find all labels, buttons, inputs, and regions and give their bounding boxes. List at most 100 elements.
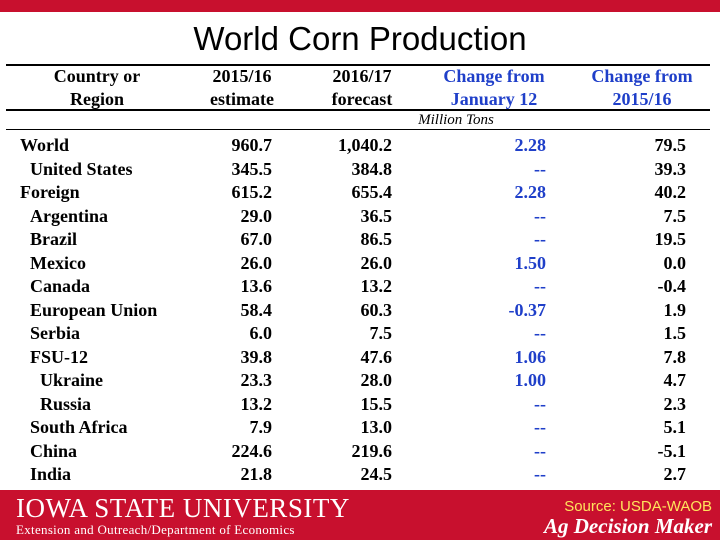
row-change-1516: 79.5: [654, 135, 687, 155]
row-change-jan12: --: [534, 158, 546, 179]
row-change-jan12: 1.00: [514, 370, 547, 390]
row-name: Ukraine: [40, 370, 103, 390]
row-name: Canada: [30, 276, 91, 296]
table-row: Serbia 6.0 7.5 -- 1.5: [6, 322, 710, 346]
header-forecast-line2: forecast: [331, 89, 393, 109]
ag-decision-maker-brand: Ag Decision Maker: [544, 514, 712, 538]
row-estimate: 224.6: [231, 440, 273, 461]
table-row: South Africa 7.9 13.0 -- 5.1: [6, 416, 710, 440]
row-forecast: 86.5: [360, 229, 393, 249]
row-estimate: 39.8: [240, 346, 273, 367]
row-name: Mexico: [30, 252, 86, 273]
table-row: World 960.7 1,040.2 2.28 79.5: [6, 134, 710, 158]
header-estimate: 2015/16 estimate: [192, 65, 292, 111]
row-forecast: 13.0: [360, 417, 393, 437]
slide-title: World Corn Production: [193, 20, 527, 57]
table-row: United States 345.5 384.8 -- 39.3: [6, 158, 710, 182]
row-estimate: 21.8: [240, 464, 273, 484]
row-change-1516: 1.5: [663, 323, 687, 343]
row-estimate: 13.2: [240, 393, 273, 414]
row-name: Serbia: [30, 323, 81, 343]
row-name: European Union: [30, 299, 158, 320]
header-rule: [6, 109, 710, 111]
row-estimate: 58.4: [240, 299, 273, 320]
header-change-1516-line1: Change from: [591, 66, 693, 86]
header-country: Country or Region: [22, 65, 172, 111]
row-forecast: 1,040.2: [338, 135, 392, 155]
row-forecast: 47.6: [360, 346, 393, 367]
row-estimate: 615.2: [231, 182, 273, 202]
row-change-1516: 7.8: [663, 346, 687, 367]
source-note: Source: USDA-WAOB: [564, 498, 712, 515]
row-name: Brazil: [30, 229, 77, 249]
row-estimate: 13.6: [240, 276, 273, 296]
row-change-1516: 40.2: [654, 182, 687, 202]
row-name: South Africa: [30, 417, 128, 437]
row-forecast: 24.5: [360, 464, 393, 484]
table-row: Ukraine 23.3 28.0 1.00 4.7: [6, 369, 710, 393]
row-estimate: 7.9: [249, 417, 273, 437]
corn-production-table: Country or Region 2015/16 estimate 2016/…: [6, 62, 710, 486]
row-estimate: 345.5: [231, 158, 273, 179]
table-row: Russia 13.2 15.5 -- 2.3: [6, 393, 710, 417]
row-change-1516: 7.5: [663, 205, 687, 226]
table-row: Canada 13.6 13.2 -- -0.4: [6, 275, 710, 299]
row-forecast: 36.5: [360, 205, 393, 226]
row-name: World: [20, 135, 70, 155]
header-change-jan12: Change from January 12: [424, 65, 564, 111]
row-estimate: 67.0: [240, 229, 273, 249]
table-row: Mexico 26.0 26.0 1.50 0.0: [6, 252, 710, 276]
row-forecast: 13.2: [360, 276, 393, 296]
row-estimate: 29.0: [240, 205, 273, 226]
row-change-1516: -5.1: [657, 440, 687, 461]
row-change-1516: 1.9: [663, 299, 687, 320]
row-name: Foreign: [20, 182, 80, 202]
row-name: FSU-12: [30, 346, 88, 367]
table-row: Brazil 67.0 86.5 -- 19.5: [6, 228, 710, 252]
table-row: India 21.8 24.5 -- 2.7: [6, 463, 710, 487]
row-change-1516: 39.3: [654, 158, 687, 179]
footer-bar: [0, 490, 720, 540]
row-estimate: 23.3: [240, 370, 273, 390]
row-change-1516: 5.1: [663, 417, 687, 437]
table-row: FSU-12 39.8 47.6 1.06 7.8: [6, 346, 710, 370]
units-label: Million Tons: [418, 112, 494, 128]
header-change-1516-line2: 2015/16: [612, 89, 672, 109]
row-change-jan12: --: [534, 393, 546, 414]
row-forecast: 28.0: [360, 370, 393, 390]
header-country-line2: Region: [70, 89, 124, 109]
row-change-jan12: 2.28: [514, 182, 547, 202]
row-forecast: 655.4: [351, 182, 393, 202]
table-row: Foreign 615.2 655.4 2.28 40.2: [6, 181, 710, 205]
row-forecast: 60.3: [360, 299, 393, 320]
table-row: China 224.6 219.6 -- -5.1: [6, 440, 710, 464]
table-row: European Union 58.4 60.3 -0.37 1.9: [6, 299, 710, 323]
table-top-rule: [6, 64, 710, 66]
row-name: China: [30, 440, 78, 461]
row-change-jan12: --: [534, 417, 546, 437]
header-forecast-line1: 2016/17: [332, 66, 392, 86]
row-change-jan12: -0.37: [508, 299, 547, 320]
header-change-1516: Change from 2015/16: [572, 65, 712, 111]
row-name: Russia: [40, 393, 92, 414]
row-forecast: 26.0: [360, 252, 393, 273]
row-estimate: 26.0: [240, 252, 273, 273]
units-rule: [6, 129, 710, 130]
row-change-1516: 2.7: [663, 464, 687, 484]
row-change-jan12: --: [534, 205, 546, 226]
row-change-jan12: --: [534, 276, 546, 296]
row-change-1516: 19.5: [654, 229, 687, 249]
row-change-1516: 2.3: [663, 393, 687, 414]
header-estimate-line1: 2015/16: [212, 66, 272, 86]
row-change-jan12: --: [534, 323, 546, 343]
row-change-jan12: --: [534, 440, 546, 461]
row-forecast: 15.5: [360, 393, 393, 414]
header-forecast: 2016/17 forecast: [312, 65, 412, 111]
top-accent-bar: [0, 0, 720, 12]
header-change-jan12-line1: Change from: [443, 66, 545, 86]
table-row: Argentina 29.0 36.5 -- 7.5: [6, 205, 710, 229]
iowa-state-logo: IOWA STATE UNIVERSITY: [16, 493, 350, 523]
row-forecast: 384.8: [351, 158, 393, 179]
header-estimate-line2: estimate: [210, 89, 274, 109]
row-change-1516: -0.4: [657, 276, 687, 296]
